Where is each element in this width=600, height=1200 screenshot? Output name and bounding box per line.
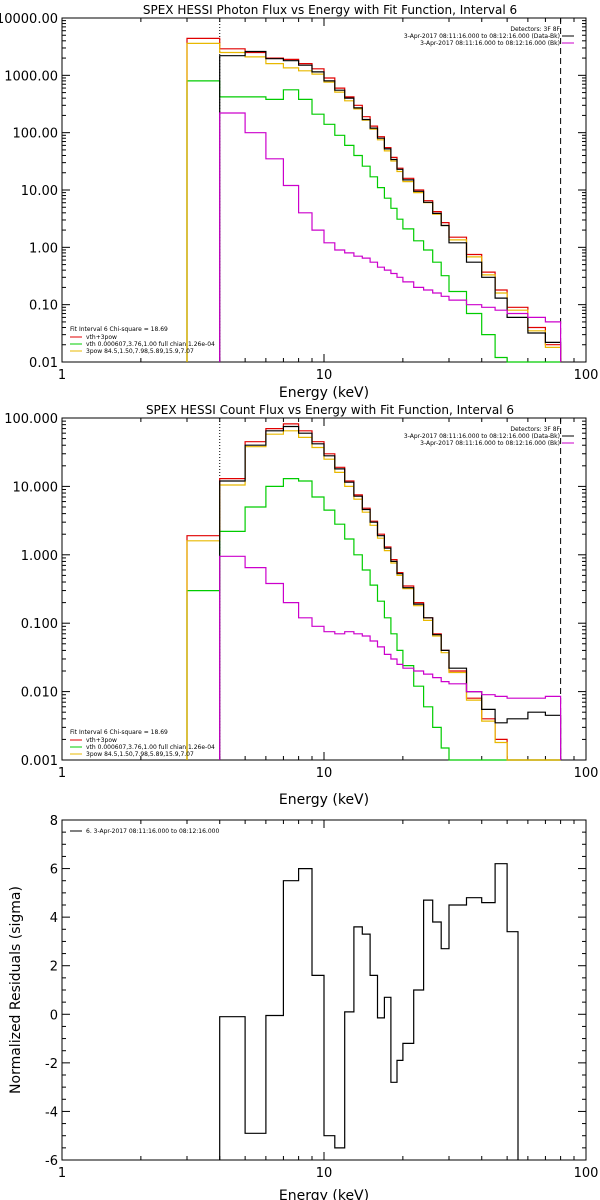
count-x-tick-label: 1 bbox=[58, 766, 66, 781]
count-x-tick-label: 100 bbox=[574, 766, 599, 781]
photon-x-tick-label: 10 bbox=[316, 368, 333, 383]
count-legend-right: Detectors: 3F 8F 3-Apr-2017 08:11:16.000… bbox=[404, 426, 574, 447]
count-legend-detectors: Detectors: 3F 8F bbox=[510, 426, 560, 433]
residuals-legend-label: 6. 3-Apr-2017 08:11:16.000 to 08:12:16.0… bbox=[86, 828, 219, 835]
photon-series-total-line bbox=[186, 37, 562, 362]
count-series-data-line bbox=[219, 425, 562, 760]
residuals-x-tick-label: 10 bbox=[316, 1166, 333, 1181]
photon-x-axis-label: Energy (keV) bbox=[279, 385, 369, 401]
photon-y-tick-label: 1.00 bbox=[29, 241, 58, 256]
photon-legend-right: Detectors: 3F 8F 3-Apr-2017 08:11:16.000… bbox=[404, 26, 574, 47]
photon-legend-fit-header: Fit Interval 6 Chi-square = 18.69 bbox=[70, 326, 168, 333]
count-flux-panel: SPEX HESSI Count Flux vs Energy with Fit… bbox=[4, 403, 598, 808]
residuals-panel: -6 -4 -2 0 2 4 6 8 1 10 100 Energy (keV) Normaliz… bbox=[8, 814, 598, 1200]
count-x-axis: 1 10 100 bbox=[58, 418, 599, 781]
photon-y-axis: 0.01 0.10 1.00 10.00 100.00 1000.00 10000.00 bbox=[0, 12, 586, 371]
residuals-y-tick-label: 6 bbox=[50, 863, 58, 878]
residuals-y-tick-label: -4 bbox=[45, 1105, 58, 1120]
count-plot-frame bbox=[61, 417, 587, 761]
photon-y-tick-label: 0.01 bbox=[29, 356, 58, 371]
photon-x-axis: 1 10 100 bbox=[58, 18, 599, 383]
residuals-y-tick-label: 0 bbox=[50, 1008, 58, 1023]
count-x-axis-label: Energy (keV) bbox=[279, 792, 369, 808]
residuals-y-tick-label: 8 bbox=[50, 814, 58, 829]
residuals-y-tick-label: 2 bbox=[50, 960, 58, 975]
count-panel-title: SPEX HESSI Count Flux vs Energy with Fit… bbox=[146, 403, 514, 417]
residuals-x-tick-label: 100 bbox=[574, 1166, 599, 1181]
photon-series-group bbox=[186, 37, 562, 363]
count-legend-bk-label: 3-Apr-2017 08:11:16.000 to 08:12:16.000 … bbox=[420, 440, 560, 447]
photon-y-tick-label: 0.10 bbox=[29, 299, 58, 314]
photon-legend-data-label: 3-Apr-2017 08:11:16.000 to 08:12:16.000 … bbox=[404, 33, 560, 40]
count-legend-fit-header: Fit Interval 6 Chi-square = 18.69 bbox=[70, 729, 168, 736]
count-legend-nonthermal-label: 3pow 84.5,1.50,7.98,5.89,15.9,7.07 bbox=[86, 751, 194, 758]
residuals-y-axis-label: Normalized Residuals (sigma) bbox=[8, 886, 24, 1094]
photon-x-tick-label: 100 bbox=[574, 368, 599, 383]
residuals-x-axis: 1 10 100 bbox=[58, 820, 599, 1181]
count-series-background-line bbox=[219, 555, 562, 760]
residuals-x-axis-label: Energy (keV) bbox=[279, 1188, 369, 1200]
residuals-series-data-line bbox=[219, 863, 519, 1160]
photon-series-nonthermal-line bbox=[186, 42, 562, 362]
count-vertical-markers bbox=[219, 418, 562, 760]
count-series-nonthermal-line bbox=[186, 430, 561, 761]
photon-x-tick-label: 1 bbox=[58, 368, 66, 383]
photon-legend-detectors: Detectors: 3F 8F bbox=[510, 26, 560, 33]
count-y-tick-label: 0.100 bbox=[21, 617, 58, 632]
photon-legend-bk-label: 3-Apr-2017 08:11:16.000 to 08:12:16.000 … bbox=[420, 40, 560, 47]
photon-series-data-line bbox=[219, 50, 562, 362]
photon-legend-left: Fit Interval 6 Chi-square = 18.69 vth+3p… bbox=[70, 326, 215, 355]
count-y-tick-label: 1.000 bbox=[21, 549, 58, 564]
photon-series-thermal-line bbox=[186, 80, 561, 363]
count-y-axis: 0.001 0.010 0.100 1.000 10.000 100.000 bbox=[4, 412, 586, 769]
residuals-x-tick-label: 1 bbox=[58, 1166, 66, 1181]
count-x-tick-label: 10 bbox=[316, 766, 333, 781]
count-y-tick-label: 0.001 bbox=[21, 754, 58, 769]
count-legend-thermal-label: vth 0.000607,3.76,1.00 full chian 1.26e-… bbox=[86, 744, 215, 751]
residuals-series-group bbox=[219, 863, 519, 1160]
photon-flux-panel: SPEX HESSI Photon Flux vs Energy with Fi… bbox=[0, 3, 598, 401]
photon-y-tick-label: 1000.00 bbox=[4, 69, 58, 84]
count-series-thermal-line bbox=[186, 478, 561, 761]
count-series-group bbox=[186, 423, 562, 761]
photon-y-tick-label: 10000.00 bbox=[0, 12, 58, 27]
count-y-tick-label: 10.000 bbox=[13, 480, 59, 495]
count-legend-data-label: 3-Apr-2017 08:11:16.000 to 08:12:16.000 … bbox=[404, 433, 560, 440]
photon-panel-title: SPEX HESSI Photon Flux vs Energy with Fi… bbox=[143, 3, 517, 17]
photon-legend-thermal-label: vth 0.000607,3.76,1.00 full chian 1.26e-… bbox=[86, 341, 215, 348]
residuals-y-tick-label: -6 bbox=[45, 1154, 58, 1169]
residuals-legend: 6. 3-Apr-2017 08:11:16.000 to 08:12:16.0… bbox=[70, 828, 219, 835]
count-series-total-line bbox=[186, 423, 561, 761]
photon-series-background-line bbox=[219, 112, 562, 362]
residuals-y-axis: -6 -4 -2 0 2 4 6 8 bbox=[45, 814, 586, 1169]
count-legend-total-label: vth+3pow bbox=[86, 737, 117, 744]
count-y-tick-label: 100.000 bbox=[4, 412, 58, 427]
photon-legend-nonthermal-label: 3pow 84.5,1.50,7.98,5.89,15.9,7.07 bbox=[86, 348, 194, 355]
photon-y-tick-label: 100.00 bbox=[13, 127, 59, 142]
residuals-y-tick-label: 4 bbox=[50, 911, 58, 926]
photon-legend-total-label: vth+3pow bbox=[86, 334, 117, 341]
count-legend-left: Fit Interval 6 Chi-square = 18.69 vth+3p… bbox=[70, 729, 215, 758]
residuals-y-tick-label: -2 bbox=[45, 1057, 58, 1072]
photon-y-tick-label: 10.00 bbox=[21, 184, 58, 199]
count-y-tick-label: 0.010 bbox=[21, 686, 58, 701]
